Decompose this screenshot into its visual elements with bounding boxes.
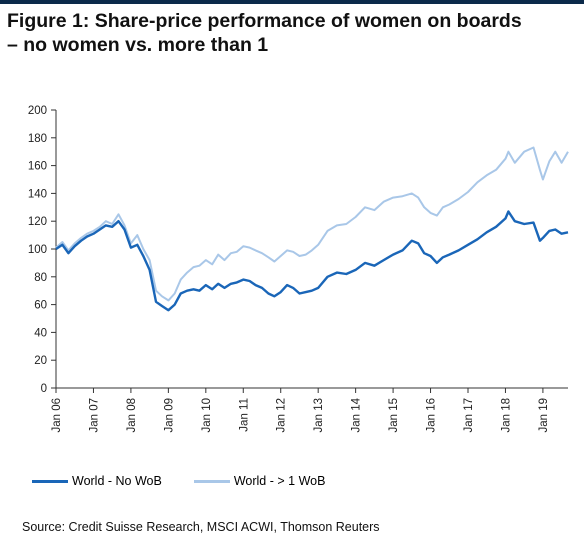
x-tick-label: Jan 06: [51, 398, 63, 433]
y-axis: 0 20 40 60 80 100 120 140 160 180 200: [28, 105, 57, 395]
y-tick-label: 0: [41, 383, 47, 395]
series-line-wob: [55, 146, 569, 302]
legend-label-wob: World - > 1 WoB: [233, 474, 326, 488]
x-tick-label: Jan 10: [201, 398, 213, 433]
x-axis: Jan 06 Jan 07 Jan 08 Jan 09 Jan 10 Jan 11 Jan …: [51, 387, 568, 433]
y-tick-label: 80: [34, 272, 47, 284]
source-note: Source: Credit Suisse Research, MSCI ACW…: [22, 520, 380, 534]
y-tick-label: 140: [28, 188, 47, 200]
x-tick-label: Jan 11: [238, 398, 250, 432]
x-tick-label: Jan 07: [88, 398, 100, 433]
legend-label-no-wob: World - No WoB: [72, 474, 162, 488]
x-tick-label: Jan 09: [163, 398, 175, 433]
legend: World - No WoB World - > 1 WoB: [32, 474, 357, 488]
x-tick-label: Jan 19: [538, 398, 550, 433]
y-tick-label: 60: [34, 300, 47, 312]
y-tick-label: 100: [28, 244, 47, 256]
y-tick-label: 120: [28, 216, 47, 228]
y-tick-label: 40: [34, 327, 47, 339]
x-tick-label: Jan 18: [500, 398, 512, 433]
x-tick-label: Jan 17: [463, 398, 475, 433]
y-tick-label: 20: [34, 355, 47, 367]
x-tick-label: Jan 12: [276, 398, 288, 433]
legend-swatch-no-wob: [32, 479, 68, 483]
header-accent-bar: [0, 0, 584, 4]
legend-item-wob: World - > 1 WoB: [193, 474, 326, 488]
chart-title-line-1: Figure 1: Share-price performance of wom…: [7, 10, 522, 32]
y-tick-label: 160: [28, 161, 47, 173]
x-tick-label: Jan 15: [388, 398, 400, 433]
line-chart: 0 20 40 60 80 100 120 140 160 180 200 Jan 06 Jan 07…: [28, 105, 569, 433]
series-line-no-wob: [55, 210, 569, 312]
y-tick-label: 200: [28, 105, 47, 117]
chart-title-line-2: – no women vs. more than 1: [7, 34, 269, 56]
series-group: [55, 146, 569, 312]
chart-title: Figure 1: Share-price performance of wom…: [7, 9, 577, 57]
x-tick-label: Jan 08: [126, 398, 138, 433]
x-tick-label: Jan 13: [313, 398, 325, 433]
x-tick-label: Jan 14: [351, 397, 363, 432]
legend-swatch-wob: [193, 479, 230, 483]
x-tick-label: Jan 16: [426, 398, 438, 433]
y-tick-label: 180: [28, 133, 47, 145]
legend-item-no-wob: World - No WoB: [32, 474, 162, 488]
